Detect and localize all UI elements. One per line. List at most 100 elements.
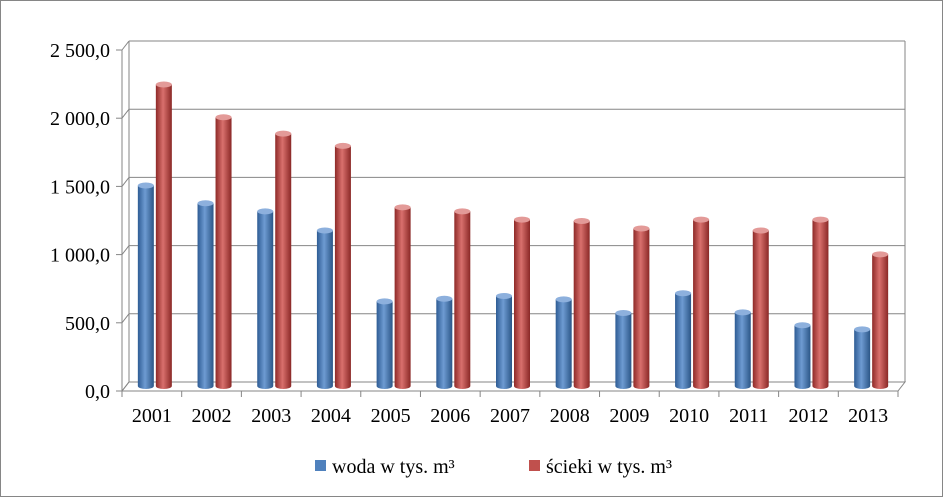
bar-top bbox=[137, 182, 154, 189]
x-tick-label: 2011 bbox=[729, 405, 768, 427]
bar-body bbox=[794, 325, 811, 390]
bar-top bbox=[734, 309, 751, 316]
bar-woda-2013 bbox=[854, 326, 871, 390]
x-tick-label: 2009 bbox=[609, 405, 649, 427]
bar-body bbox=[752, 230, 769, 390]
legend-label-scieki: ścieki w tys. m³ bbox=[546, 456, 672, 478]
bar-top bbox=[316, 227, 333, 234]
bar-top bbox=[872, 251, 889, 258]
bar-body bbox=[872, 254, 889, 390]
legend-swatch-woda bbox=[315, 460, 326, 471]
bar-scieki-2009 bbox=[633, 225, 650, 390]
bar-top bbox=[215, 114, 232, 121]
x-tick-label: 2013 bbox=[848, 405, 888, 427]
floor bbox=[120, 381, 907, 392]
legend-swatch-scieki bbox=[529, 460, 540, 471]
bar-woda-2006 bbox=[436, 295, 453, 390]
bar-body bbox=[573, 220, 590, 390]
gridline-side bbox=[121, 313, 130, 324]
bar-scieki-2004 bbox=[334, 142, 351, 390]
bar-body bbox=[215, 117, 232, 390]
x-tick-label: 2001 bbox=[132, 405, 172, 427]
bar-body bbox=[334, 145, 351, 390]
bar-body bbox=[155, 84, 172, 390]
bars bbox=[137, 81, 889, 390]
bar-scieki-2011 bbox=[752, 227, 769, 390]
bar-body bbox=[854, 329, 871, 390]
gridline-side bbox=[121, 381, 130, 392]
bar-woda-2002 bbox=[197, 200, 214, 390]
bar-top bbox=[496, 292, 512, 299]
bar-top bbox=[794, 322, 811, 329]
bar-top bbox=[394, 204, 411, 211]
bar-body bbox=[496, 295, 512, 389]
bar-scieki-2005 bbox=[394, 204, 411, 390]
bar-top bbox=[257, 208, 274, 215]
bar-body bbox=[316, 230, 333, 390]
bar-top bbox=[573, 217, 590, 224]
bar-body bbox=[693, 219, 710, 390]
bar-woda-2012 bbox=[794, 322, 811, 390]
bar-scieki-2012 bbox=[812, 216, 829, 390]
gridline-side bbox=[121, 108, 130, 119]
legend: woda w tys. m³ ścieki w tys. m³ bbox=[315, 456, 672, 478]
x-tick-label: 2005 bbox=[371, 405, 411, 427]
bar-scieki-2007 bbox=[514, 216, 530, 389]
axes bbox=[120, 41, 907, 392]
bar-body bbox=[137, 185, 154, 390]
bar-body bbox=[514, 219, 530, 389]
bar-top bbox=[436, 295, 453, 302]
bar-body bbox=[376, 301, 393, 390]
bar-body bbox=[675, 293, 692, 390]
bar-top bbox=[812, 216, 829, 223]
bar-body bbox=[734, 312, 751, 390]
bar-scieki-2013 bbox=[872, 251, 889, 390]
bar-scieki-2003 bbox=[275, 130, 292, 390]
bar-body bbox=[633, 228, 650, 390]
y-tick-label: 2 000,0 bbox=[50, 108, 110, 130]
bar-scieki-2001 bbox=[155, 81, 172, 390]
y-tick-label: 2 500,0 bbox=[50, 40, 110, 62]
bar-body bbox=[454, 211, 471, 390]
x-axis-tick-labels: 2001 2002 2003 2004 2005 2006 2007 2008 2009 2010… bbox=[132, 405, 888, 427]
bar-body bbox=[257, 211, 274, 390]
legend-label-woda: woda w tys. m³ bbox=[332, 456, 455, 478]
bar-woda-2005 bbox=[376, 298, 393, 390]
bar-top bbox=[376, 298, 393, 305]
bar-top bbox=[555, 296, 572, 303]
bar-top bbox=[454, 208, 471, 215]
bar-woda-2011 bbox=[734, 309, 751, 390]
bar-woda-2010 bbox=[675, 290, 692, 390]
y-tick-label: 0,0 bbox=[85, 381, 110, 403]
x-tick-label: 2010 bbox=[669, 405, 709, 427]
bar-body bbox=[394, 207, 411, 390]
bar-body bbox=[812, 219, 829, 390]
x-tick-label: 2002 bbox=[192, 405, 232, 427]
bar-scieki-2002 bbox=[215, 114, 232, 390]
bar-top bbox=[752, 227, 769, 234]
x-tick-label: 2012 bbox=[788, 405, 828, 427]
x-tick-label: 2006 bbox=[430, 405, 470, 427]
bar-woda-2001 bbox=[137, 182, 154, 390]
bar-body bbox=[615, 313, 632, 390]
bar-top bbox=[155, 81, 172, 88]
y-tick-label: 1 000,0 bbox=[50, 245, 110, 267]
y-axis-tick-labels: 0,0 500,0 1 000,0 1 500,0 2 000,0 2 500,0 bbox=[50, 40, 110, 403]
bar-scieki-2006 bbox=[454, 208, 471, 390]
bar-top bbox=[693, 216, 710, 223]
bar-body bbox=[555, 299, 572, 390]
bar-body bbox=[275, 133, 292, 390]
bar-top bbox=[197, 200, 214, 207]
bar-scieki-2010 bbox=[693, 216, 710, 390]
x-tick-label: 2008 bbox=[550, 405, 590, 427]
bar-top bbox=[633, 225, 650, 232]
y-tick-label: 1 500,0 bbox=[50, 176, 110, 198]
bar-top bbox=[334, 142, 351, 149]
bar-scieki-2008 bbox=[573, 217, 590, 390]
bar-top bbox=[675, 290, 692, 297]
bar-woda-2007 bbox=[496, 292, 512, 389]
bar-woda-2003 bbox=[257, 208, 274, 390]
bar-body bbox=[197, 203, 214, 390]
